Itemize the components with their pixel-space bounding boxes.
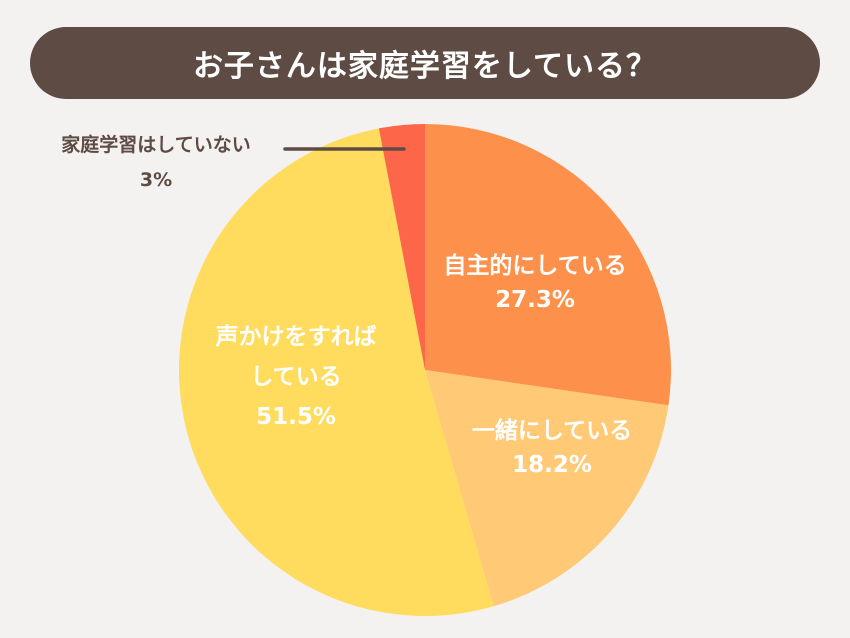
pie-slice-together [425, 370, 669, 607]
pie-slice-prompted [178, 128, 494, 617]
chart-title-bar: お子さんは家庭学習をしている？ [30, 27, 820, 99]
slice-value-self: 27.3% [495, 287, 575, 313]
pie-slice-no-study [378, 124, 425, 370]
slice-label-together: 一緒にしている [472, 417, 632, 444]
pie-slice-self [425, 124, 671, 406]
slice-value-prompted: 51.5% [256, 404, 336, 430]
slice-label-self: 自主的にしている [443, 252, 626, 279]
slice-value-together: 18.2% [512, 452, 592, 478]
slice-label-no-study: 家庭学習はしていない [61, 133, 250, 156]
slice-label-prompted-line2: している [250, 364, 341, 390]
pie-slices [178, 124, 671, 617]
slice-label-prompted-line1: 声かけをすれば [216, 324, 377, 350]
chart-title: お子さんは家庭学習をしている？ [192, 49, 658, 84]
slice-value-no-study: 3% [140, 169, 172, 191]
